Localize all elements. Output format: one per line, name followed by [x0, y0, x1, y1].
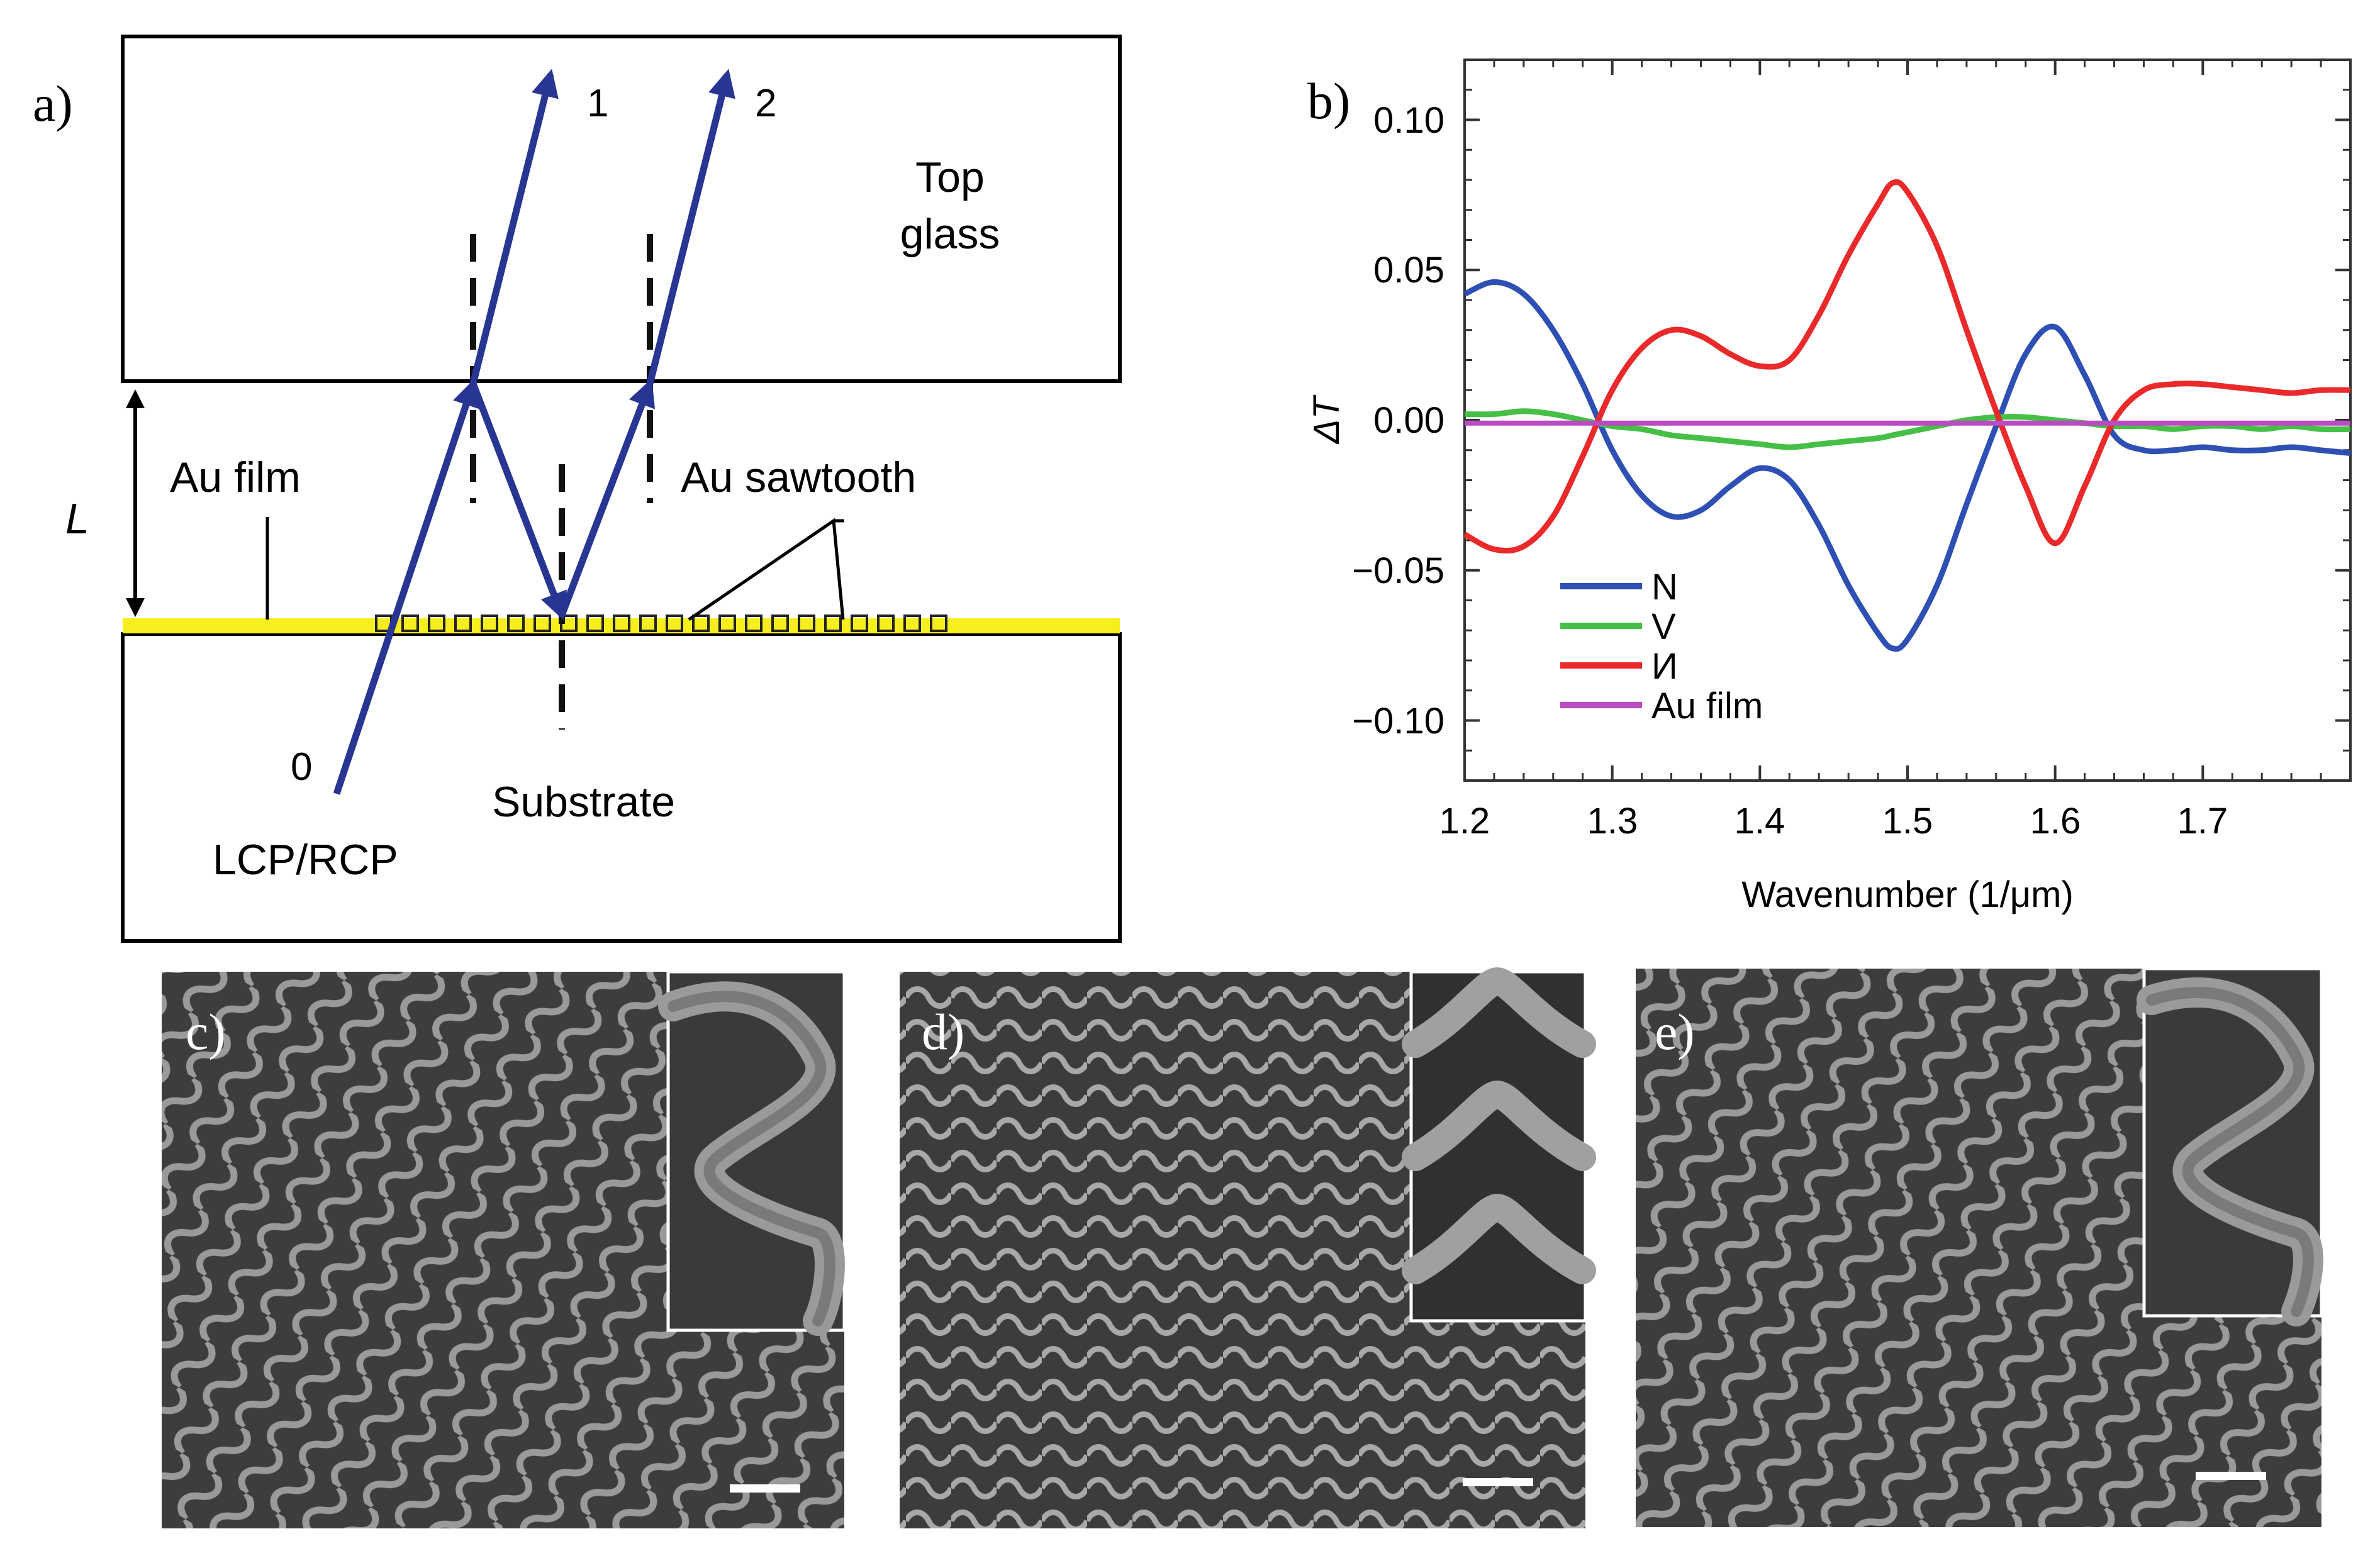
panel-e-sem-image: e): [1636, 967, 2323, 1527]
panel-e-label: e): [1655, 1003, 1695, 1060]
legend-label-v: V: [1651, 606, 1676, 647]
panel-c-inset: [658, 970, 846, 1336]
panel-c-label: c): [186, 1003, 226, 1060]
x-tick-label: 1.7: [2177, 801, 2228, 842]
substrate-label: Substrate: [492, 778, 675, 826]
legend: N V И Au film: [1560, 567, 1763, 726]
substrate-block: [121, 632, 1122, 943]
top-glass-label-line1: Top: [915, 153, 985, 201]
polarization-label: LCP/RCP: [213, 836, 398, 884]
x-tick-label: 1.5: [1882, 801, 1933, 842]
au-sawtooth-elements: [375, 615, 947, 632]
series-line-n: [1463, 279, 2351, 652]
y-tick-label: 0.05: [1373, 250, 1444, 291]
x-tick-label: 1.2: [1439, 801, 1490, 842]
x-tick-label: 1.4: [1735, 801, 1785, 842]
panel-b-label: b): [1307, 72, 1350, 130]
panel-a-label: a): [33, 75, 73, 132]
beam-label-1: 1: [587, 82, 608, 125]
panel-e-scale-bar: [2196, 1472, 2266, 1480]
light-beam-path: [333, 69, 735, 795]
series-line-reversed-n: [1463, 179, 2351, 554]
top-glass-label-line2: glass: [900, 210, 1000, 258]
plot-frame: [1463, 58, 2352, 782]
panel-d-scale-bar: [1463, 1478, 1533, 1486]
panel-d-label: d): [922, 1003, 964, 1060]
x-tick-label: 1.3: [1587, 801, 1638, 842]
legend-label-au-film: Au film: [1651, 686, 1763, 726]
annotation-leaders: [265, 517, 845, 621]
panel-d-sem-image: d): [900, 967, 1596, 1528]
panel-b-chart: b) 1.2 1.3 1.4 1.5 1.6 1.7 0.10 0.05 0.0…: [1306, 58, 2352, 915]
y-tick-label: 0.10: [1373, 100, 1444, 141]
y-axis-title: ΔT: [1306, 394, 1347, 445]
top-glass-block: [121, 35, 1122, 383]
gap-label: L: [65, 495, 89, 543]
y-tick-label: −0.10: [1352, 701, 1444, 742]
au-sawtooth-label: Au sawtooth: [681, 453, 916, 501]
y-tick-label: −0.05: [1352, 550, 1444, 591]
beam-label-2: 2: [755, 82, 776, 125]
panel-d-inset: [1402, 967, 1596, 1323]
panel-c-scale-bar: [730, 1484, 800, 1493]
series-line-v: [1464, 408, 2351, 450]
series-lines: [1463, 179, 2351, 652]
beam-label-0: 0: [291, 745, 312, 789]
legend-label-n: N: [1651, 567, 1678, 608]
y-tick-label: 0.00: [1373, 400, 1444, 441]
panel-e-inset: [2137, 967, 2323, 1326]
major-ticks: [1463, 60, 2350, 781]
panel-c-sem-image: c): [162, 970, 846, 1528]
x-tick-label: 1.6: [2030, 801, 2081, 842]
legend-label-reversed-n: И: [1651, 646, 1678, 687]
x-axis-title: Wavenumber (1/μm): [1741, 874, 2074, 915]
au-film-label: Au film: [170, 453, 301, 501]
panel-a: a): [33, 35, 1122, 943]
